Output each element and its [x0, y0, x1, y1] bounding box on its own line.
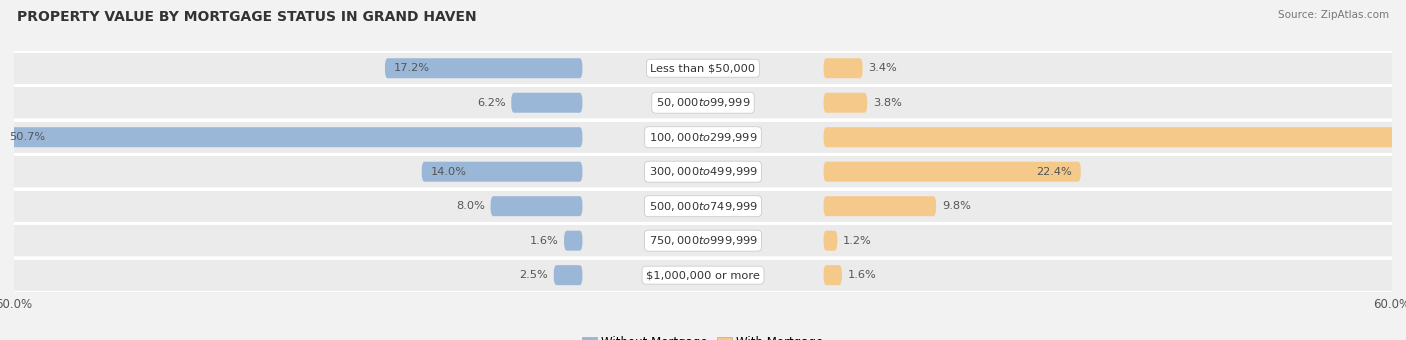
Text: Source: ZipAtlas.com: Source: ZipAtlas.com [1278, 10, 1389, 20]
Bar [0, 189, 1406, 223]
FancyBboxPatch shape [554, 265, 582, 285]
Text: PROPERTY VALUE BY MORTGAGE STATUS IN GRAND HAVEN: PROPERTY VALUE BY MORTGAGE STATUS IN GRA… [17, 10, 477, 24]
Text: $750,000 to $999,999: $750,000 to $999,999 [648, 234, 758, 247]
Bar [0, 51, 1406, 85]
FancyBboxPatch shape [3, 52, 1403, 85]
Text: $1,000,000 or more: $1,000,000 or more [647, 270, 759, 280]
Text: 6.2%: 6.2% [477, 98, 506, 108]
FancyBboxPatch shape [824, 162, 1081, 182]
Bar [0, 120, 1406, 154]
FancyBboxPatch shape [3, 258, 1403, 292]
Text: 9.8%: 9.8% [942, 201, 970, 211]
FancyBboxPatch shape [824, 265, 842, 285]
Text: 3.8%: 3.8% [873, 98, 901, 108]
Text: 2.5%: 2.5% [519, 270, 548, 280]
Text: 1.6%: 1.6% [848, 270, 876, 280]
Bar [0, 85, 1406, 120]
FancyBboxPatch shape [3, 189, 1403, 223]
Text: $300,000 to $499,999: $300,000 to $499,999 [648, 165, 758, 178]
FancyBboxPatch shape [824, 231, 838, 251]
FancyBboxPatch shape [0, 127, 582, 147]
Text: 17.2%: 17.2% [394, 63, 430, 73]
Text: Less than $50,000: Less than $50,000 [651, 63, 755, 73]
Text: $50,000 to $99,999: $50,000 to $99,999 [655, 96, 751, 109]
FancyBboxPatch shape [491, 196, 582, 216]
FancyBboxPatch shape [564, 231, 582, 251]
FancyBboxPatch shape [824, 58, 863, 78]
Text: 8.0%: 8.0% [456, 201, 485, 211]
FancyBboxPatch shape [3, 120, 1403, 154]
Text: 1.2%: 1.2% [844, 236, 872, 246]
FancyBboxPatch shape [512, 93, 582, 113]
Text: 1.6%: 1.6% [530, 236, 558, 246]
Text: $100,000 to $299,999: $100,000 to $299,999 [648, 131, 758, 144]
FancyBboxPatch shape [3, 155, 1403, 188]
Bar [0, 258, 1406, 292]
FancyBboxPatch shape [824, 196, 936, 216]
FancyBboxPatch shape [385, 58, 582, 78]
Bar [0, 154, 1406, 189]
Text: $500,000 to $749,999: $500,000 to $749,999 [648, 200, 758, 213]
Text: 50.7%: 50.7% [10, 132, 45, 142]
Legend: Without Mortgage, With Mortgage: Without Mortgage, With Mortgage [578, 332, 828, 340]
FancyBboxPatch shape [824, 127, 1406, 147]
FancyBboxPatch shape [3, 86, 1403, 119]
Bar [0, 223, 1406, 258]
FancyBboxPatch shape [824, 93, 868, 113]
Text: 22.4%: 22.4% [1036, 167, 1071, 177]
FancyBboxPatch shape [422, 162, 582, 182]
Text: 14.0%: 14.0% [430, 167, 467, 177]
FancyBboxPatch shape [3, 224, 1403, 257]
Text: 3.4%: 3.4% [869, 63, 897, 73]
